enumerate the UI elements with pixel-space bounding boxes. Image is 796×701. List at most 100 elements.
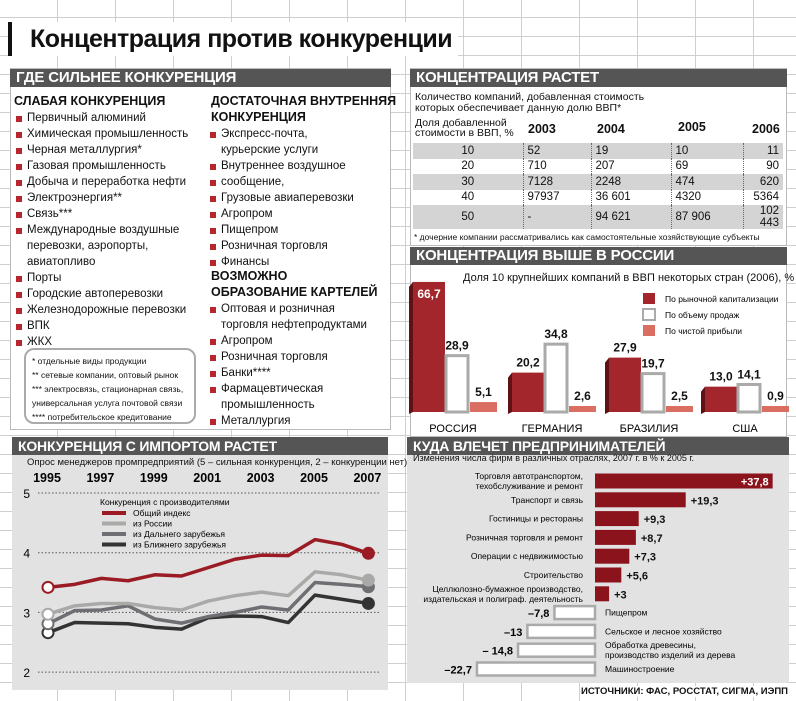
year-header: 2004	[597, 122, 625, 136]
list-item: торговля нефтепродуктами	[208, 317, 367, 333]
bullet-icon	[210, 371, 216, 377]
category-label: техобслуживание и ремонт	[476, 481, 583, 491]
category-label: издательская и полиграф. деятельность	[423, 594, 583, 604]
sufficient-list: Экспресс-почта, курьерские услуги Внутренн…	[208, 126, 354, 270]
category-label: Целлюлозно-бумажное производство,	[432, 584, 583, 594]
list-item: Первичный алюминий	[14, 110, 188, 126]
bar-1	[640, 372, 666, 414]
table-cell: 620	[759, 175, 779, 188]
concentration-header: КОНЦЕНТРАЦИЯ РАСТЕТ	[410, 69, 787, 87]
list-item: Порты	[14, 270, 188, 286]
bar	[595, 492, 686, 508]
bullet-icon	[16, 212, 22, 218]
series-line	[47, 580, 369, 626]
y-tick-label: 4	[23, 547, 30, 561]
list-item-label: Банки****	[221, 367, 271, 379]
table-row: 10 52 19 10 11	[413, 143, 783, 159]
table-cell: 30	[413, 174, 524, 190]
list-item: Оптовая и розничная	[208, 301, 367, 317]
list-item-label: Агропром	[221, 335, 273, 347]
bullet-icon	[210, 180, 216, 186]
bar-value-label: 13,0	[709, 370, 733, 384]
list-item: перевозки, аэропорты,	[14, 238, 188, 254]
list-item-label: Городские автоперевозки	[27, 288, 164, 300]
legend-swatch	[643, 293, 655, 304]
bar-value-label: 19,7	[641, 357, 665, 371]
list-item-label: Фармацевтическая	[221, 383, 324, 395]
table-cell: 102 443	[759, 205, 779, 229]
legend-label: По объему продаж	[665, 310, 740, 320]
category-label: Торговля автотранспортом,	[475, 471, 583, 481]
table-cell: 4320	[671, 189, 744, 205]
bar-value-label: 34,8	[544, 327, 568, 341]
bar	[595, 511, 639, 527]
bar-1	[444, 354, 470, 414]
legend-label: из России	[133, 519, 172, 529]
y-tick-label: 5	[23, 487, 30, 501]
bar-value-label: +37,8	[741, 477, 769, 489]
table-row: 40 97937 36 601 4320 5364	[413, 189, 783, 205]
list-item-label: Химическая промышленность	[27, 128, 189, 140]
bullet-icon	[16, 276, 22, 282]
russia-chart-title: Доля 10 крупнейших компаний в ВВП некото…	[463, 272, 795, 284]
sectors-bar-chart: +37,8 Торговля автотранспортом,техобслужи…	[423, 471, 773, 677]
footnote: **** потребительское кредитование	[32, 412, 172, 422]
caption-line: которых обеспечивает данную долю ВВП*	[415, 102, 622, 114]
cartels-heading-2: ОБРАЗОВАНИЕ КАРТЕЛЕЙ	[211, 285, 378, 299]
import-chart-title: Опрос менеджеров промпредприятий (5 – си…	[27, 457, 408, 468]
bar-value-label: +3	[614, 589, 627, 601]
list-item: Грузовые авиаперевозки	[208, 190, 354, 206]
list-item: курьерские услуги	[208, 142, 354, 158]
table-cell: 10	[671, 143, 744, 159]
list-item-label: Черная металлургия*	[27, 144, 142, 156]
table-cell: 5364	[753, 191, 779, 204]
list-item-label: Газовая промышленность	[27, 160, 166, 172]
category-label: Строительство	[524, 570, 583, 580]
sufficient-heading-1: ДОСТАТОЧНАЯ ВНУТРЕННЯЯ	[211, 94, 397, 108]
footnote: универсальная услуга почтовой связи	[32, 398, 183, 408]
category-label: Пищепром	[605, 608, 648, 618]
bar-value-label: +8,7	[641, 533, 663, 545]
legend-label: Общий индекс	[133, 508, 191, 518]
bar-value-label: +9,3	[644, 514, 666, 526]
list-item-label: Пищепром	[221, 224, 279, 236]
x-tick-label: 2007	[353, 471, 381, 485]
bar-value-label: +19,3	[691, 495, 719, 507]
bar	[475, 661, 597, 677]
series-line	[47, 537, 369, 590]
sufficient-heading-2: КОНКУРЕНЦИЯ	[211, 110, 306, 124]
weak-list: Первичный алюминий Химическая промышленно…	[14, 110, 188, 350]
start-point	[41, 607, 55, 621]
bar-0	[413, 281, 445, 412]
bar-0	[705, 386, 737, 412]
country-label: ГЕРМАНИЯ	[522, 423, 583, 435]
list-item-label: Порты	[27, 272, 62, 284]
country-label: США	[732, 423, 758, 435]
import-line-chart: 5 4 3 2 1995 1997 1999 2001 2003 2005 2007 Конкурен…	[23, 471, 381, 680]
label-line: Доля добавленной	[415, 117, 507, 129]
list-item-label: Международные воздушные	[27, 224, 180, 236]
bullet-icon	[210, 387, 216, 393]
list-item: Экспресс-почта,	[208, 126, 354, 142]
list-item-label: Электроэнергия**	[27, 192, 123, 204]
bar-value-label: 2,6	[574, 389, 591, 403]
bullet-icon	[16, 180, 22, 186]
bar-value-label: 20,2	[516, 356, 540, 370]
legend-label: По рыночной капитализации	[665, 294, 779, 304]
legend-title: Конкуренция с производителями	[100, 497, 230, 507]
start-point	[41, 580, 55, 594]
list-item-label: Металлургия	[221, 415, 291, 427]
sectors-chart-header: КУДА ВЛЕЧЕТ ПРЕДПРИНИМАТЕЛЕЙ	[407, 437, 789, 455]
list-item-label: авиатопливо	[27, 256, 96, 268]
bar-2	[762, 406, 789, 412]
bar-value-label: 14,1	[737, 368, 761, 382]
table-cell: 710	[523, 158, 592, 174]
table-cell: 50	[413, 205, 524, 229]
footnote: *** электросвязь, стационарная связь,	[32, 384, 184, 394]
competition-header: ГДЕ СИЛЬНЕЕ КОНКУРЕНЦИЯ	[10, 69, 391, 87]
list-item-label: Внутреннее воздушное	[221, 160, 346, 172]
y-tick-label: 3	[23, 606, 30, 620]
category-label: Гостиницы и рестораны	[489, 514, 583, 524]
list-item: ВПК	[14, 318, 188, 334]
bullet-icon	[16, 292, 22, 298]
